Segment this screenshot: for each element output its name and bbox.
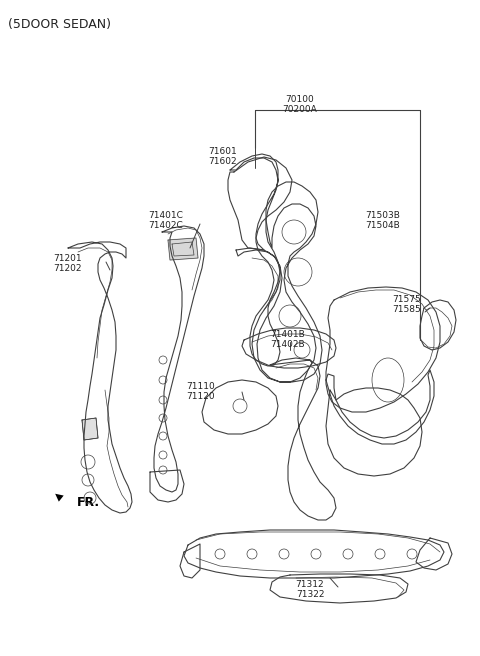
- Polygon shape: [236, 182, 322, 382]
- Text: FR.: FR.: [77, 495, 100, 508]
- Polygon shape: [154, 226, 204, 492]
- Polygon shape: [420, 300, 456, 350]
- Polygon shape: [270, 358, 336, 520]
- Text: 71401C
71402C: 71401C 71402C: [148, 211, 183, 230]
- Text: 71601
71602: 71601 71602: [208, 147, 237, 167]
- Polygon shape: [270, 574, 408, 603]
- Polygon shape: [242, 328, 336, 368]
- Polygon shape: [68, 242, 132, 513]
- Polygon shape: [82, 418, 98, 440]
- Polygon shape: [416, 538, 452, 570]
- Polygon shape: [202, 380, 278, 434]
- Text: 71312
71322: 71312 71322: [296, 580, 324, 600]
- Polygon shape: [228, 157, 292, 250]
- Polygon shape: [230, 154, 280, 366]
- Polygon shape: [184, 530, 444, 578]
- Polygon shape: [326, 388, 422, 476]
- Polygon shape: [326, 287, 440, 412]
- Text: 71503B
71504B: 71503B 71504B: [365, 211, 400, 230]
- Polygon shape: [326, 370, 434, 444]
- Text: 71401B
71402B: 71401B 71402B: [270, 330, 305, 350]
- Polygon shape: [150, 470, 184, 502]
- Polygon shape: [180, 544, 200, 578]
- Text: 71575
71585: 71575 71585: [392, 295, 421, 314]
- Text: (5DOOR SEDAN): (5DOOR SEDAN): [8, 18, 111, 31]
- Text: 71201
71202: 71201 71202: [53, 254, 82, 274]
- Text: 71110
71120: 71110 71120: [186, 382, 215, 401]
- Text: 70100
70200A: 70100 70200A: [283, 95, 317, 114]
- Polygon shape: [168, 238, 198, 260]
